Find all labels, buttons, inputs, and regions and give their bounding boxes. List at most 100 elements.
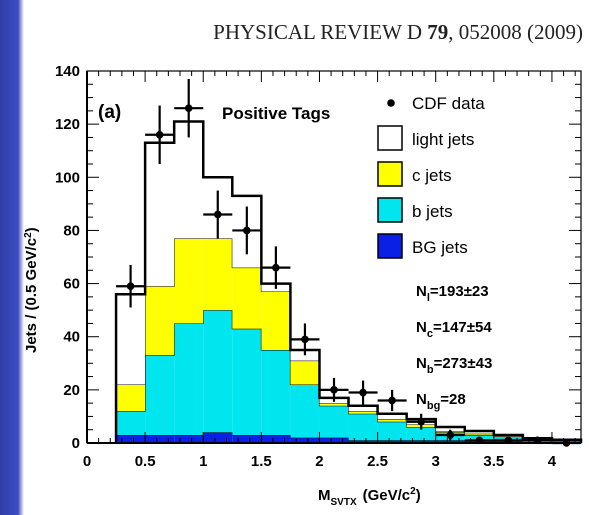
- data-point-marker: [475, 436, 484, 445]
- y-tick-label: 60: [63, 276, 80, 293]
- bar-b-jets: [406, 427, 436, 441]
- bar-light-jets: [377, 413, 407, 420]
- bar-bg-jets: [435, 440, 465, 443]
- data-point-marker: [184, 104, 193, 112]
- bar-bg-jets: [348, 440, 378, 443]
- y-axis-title: Jets / (0.5 GeV/c2): [23, 227, 40, 353]
- data-point-marker: [446, 431, 455, 439]
- bar-light-jets: [348, 405, 378, 412]
- x-tick-label: 0.5: [135, 453, 156, 470]
- x-axis-title-sup: 2: [410, 486, 416, 497]
- legend-item-c-jets: c jets: [377, 161, 452, 187]
- data-point: [290, 323, 320, 356]
- x-tick-label: 2.5: [367, 453, 388, 470]
- fit-result-l: Nl=193±23: [416, 283, 489, 304]
- data-point: [203, 190, 233, 239]
- bar-c-jets: [145, 286, 175, 356]
- bar-b-jets: [203, 310, 233, 433]
- x-tick-label: 1.5: [251, 453, 272, 470]
- data-point-marker: [359, 388, 367, 397]
- data-point: [145, 105, 175, 164]
- data-point: [435, 429, 465, 441]
- bar-b-jets: [319, 405, 349, 438]
- data-point-marker: [155, 130, 164, 139]
- bar-b-jets: [145, 355, 175, 436]
- bar-b-jets: [232, 328, 262, 436]
- bar-light-jets: [116, 294, 146, 385]
- data-point: [232, 206, 262, 255]
- data-point-marker: [213, 210, 222, 219]
- bar-bg-jets: [174, 435, 204, 443]
- data-point: [348, 380, 378, 405]
- legend-label: b jets: [412, 202, 453, 221]
- data-point-marker: [243, 226, 251, 235]
- data-point-marker: [417, 417, 425, 426]
- legend-label: CDF data: [412, 94, 485, 113]
- bar-b-jets: [261, 350, 291, 436]
- bar-bg-jets: [377, 440, 407, 443]
- bar-bg-jets: [145, 435, 175, 443]
- x-axis-title: MSVTX (GeV/c2): [318, 486, 421, 508]
- bar-c-jets: [174, 238, 204, 324]
- bar-b-jets: [116, 411, 146, 436]
- bar-bg-jets: [406, 440, 436, 443]
- stacked-histograms: [114, 120, 583, 443]
- data-point-marker: [301, 335, 309, 344]
- legend: CDF data light jets c jets b jets BG jets: [377, 94, 485, 259]
- legend-swatch: [377, 197, 403, 223]
- bar-light-jets: [145, 142, 175, 287]
- y-tick-label: 0: [72, 435, 80, 452]
- legend-item-b-jets: b jets: [377, 197, 453, 223]
- bar-c-jets: [232, 267, 262, 329]
- data-point: [406, 413, 436, 430]
- bar-c-jets: [319, 403, 349, 406]
- x-axis-title-close: ): [416, 487, 421, 504]
- x-tick-label: 2: [315, 453, 323, 470]
- data-point: [319, 377, 349, 402]
- journal-article: 052008 (2009): [458, 20, 583, 44]
- x-tick-label: 0: [83, 453, 91, 470]
- data-point: [261, 246, 291, 289]
- data-point: [174, 78, 204, 138]
- stack-c-jets: [115, 237, 582, 443]
- data-point: [377, 389, 407, 412]
- legend-label: c jets: [412, 166, 452, 185]
- x-tick-label: 4: [548, 453, 557, 470]
- data-point: [464, 436, 494, 445]
- bar-bg-jets: [116, 435, 146, 443]
- legend-item-light-jets: light jets: [377, 125, 474, 151]
- bar-bg-jets: [232, 435, 262, 443]
- bar-light-jets: [435, 427, 465, 432]
- fit-results: Nl=193±23 Nc=147±54 Nb=273±43 Nbg=28: [416, 283, 492, 412]
- y-tick-label: 140: [55, 63, 80, 80]
- data-point: [493, 436, 523, 445]
- data-point-marker: [388, 396, 396, 405]
- x-tick-label: 1: [199, 453, 207, 470]
- data-point-marker: [330, 386, 338, 394]
- y-axis-title-close: ): [23, 227, 40, 232]
- bar-c-jets: [116, 384, 146, 412]
- x-axis-title-sub: SVTX: [331, 497, 357, 508]
- y-tick-label: 120: [55, 116, 80, 133]
- bar-light-jets: [464, 431, 494, 434]
- bar-light-jets: [174, 121, 204, 239]
- bar-c-jets: [377, 419, 407, 422]
- bar-c-jets: [290, 360, 320, 385]
- y-tick-label: 80: [63, 222, 80, 239]
- bar-bg-jets: [261, 435, 291, 443]
- bar-bg-jets: [203, 432, 233, 443]
- cdf-data-points: [116, 78, 581, 447]
- legend-swatch: [377, 233, 403, 259]
- data-point: [551, 439, 581, 447]
- y-axis-title-sup: 2: [23, 232, 34, 238]
- bar-c-jets: [464, 433, 494, 436]
- fit-result-bg: Nbg=28: [416, 391, 466, 412]
- y-tick-label: 100: [55, 169, 80, 186]
- bar-b-jets: [348, 413, 378, 441]
- journal-article-sep: ,: [448, 20, 459, 44]
- y-tick-label: 20: [63, 382, 80, 399]
- x-tick-label: 3: [432, 453, 440, 470]
- bar-b-jets: [174, 323, 204, 436]
